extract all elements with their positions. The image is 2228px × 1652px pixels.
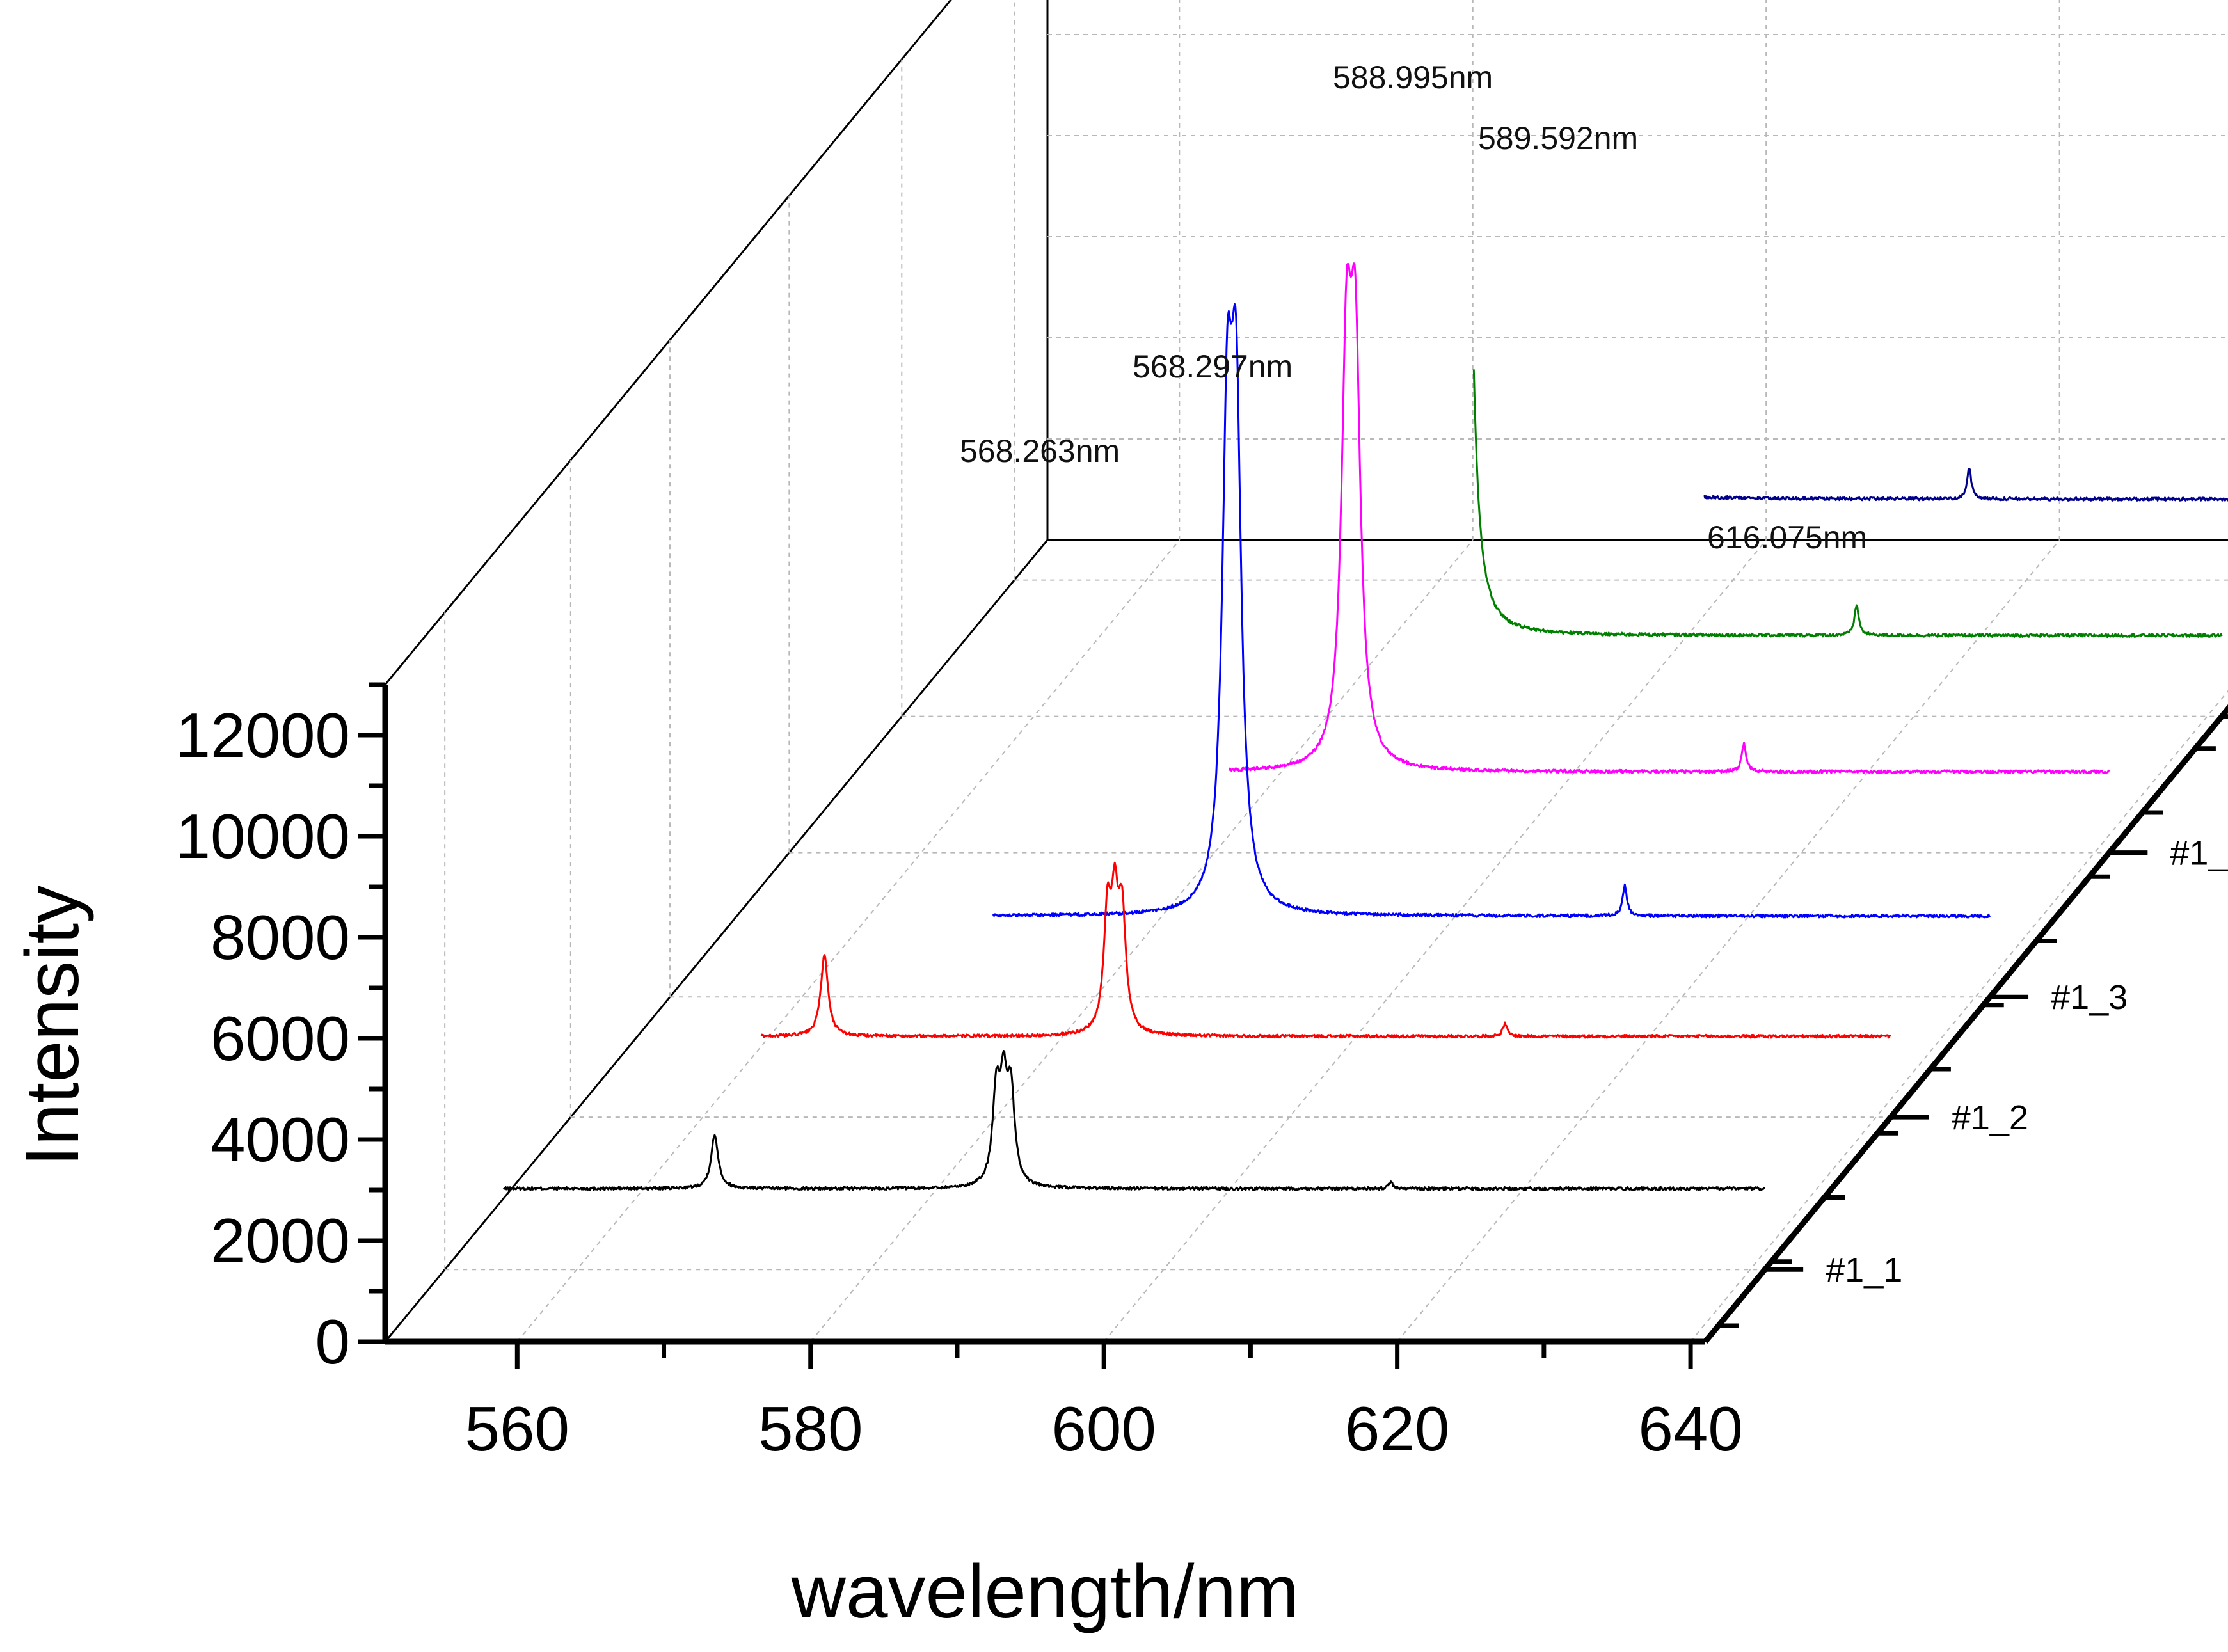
series-line-1_3: [992, 303, 1991, 919]
series-label: #1_4: [2170, 834, 2228, 873]
peak-annotation: 589.592nm: [1478, 120, 1638, 156]
floor-gridline-x: [516, 539, 1181, 1342]
floor-gridline-x: [1396, 539, 2060, 1342]
y-tick-label: 12000: [175, 700, 350, 770]
floor-gridline-x: [1690, 690, 2228, 1342]
peak-annotation: 568.263nm: [960, 433, 1120, 469]
floor-gridline-x: [1103, 539, 1767, 1342]
series-label: #1_3: [2051, 978, 2128, 1017]
frame-bottom-left-edge: [384, 539, 1049, 1342]
peak-annotation: 568.297nm: [1133, 349, 1293, 385]
annotation-layer: 568.263nm 568.297nm 588.995nm 589.592nm 616.…: [960, 60, 1867, 555]
floor-grid: [445, 539, 2228, 1342]
x-tick-label: 620: [1345, 1394, 1450, 1464]
peak-annotation: 588.995nm: [1333, 60, 1493, 95]
series-line-1_5: [1472, 369, 2223, 638]
frame-top-left-edge: [384, 0, 952, 685]
peak-annotation: 616.075nm: [1707, 520, 1867, 555]
y-tick-label: 8000: [211, 902, 350, 973]
series-layer: [502, 262, 2228, 1191]
y-tick-label: 0: [315, 1307, 350, 1377]
y-tick-label: 2000: [211, 1205, 350, 1276]
y-tick-label: 6000: [211, 1003, 350, 1074]
series-line-1_1: [502, 1050, 1765, 1191]
x-tick-label: 640: [1638, 1394, 1743, 1464]
series-line-1_6: [1703, 468, 2228, 502]
axes-layer: 0 2000 4000 6000 8000 10000 12000 560 580 600 620 6…: [10, 682, 2228, 1634]
y-axis-title: Intensity: [10, 886, 95, 1166]
floor-gridline-x: [809, 539, 1474, 1342]
x-tick-label: 560: [465, 1394, 570, 1464]
y-tick-label: 10000: [175, 801, 350, 871]
series-label: #1_1: [1826, 1251, 1902, 1289]
series-label: #1_2: [1952, 1099, 2028, 1137]
series-line-1_4: [1228, 262, 2110, 774]
back-wall: [384, 0, 2228, 1342]
y-tick-label: 4000: [211, 1104, 350, 1175]
x-tick-label: 600: [1051, 1394, 1156, 1464]
series-line-1_2: [760, 861, 1891, 1039]
x-axis-title: wavelength/nm: [791, 1550, 1300, 1634]
x-tick-label: 580: [758, 1394, 863, 1464]
